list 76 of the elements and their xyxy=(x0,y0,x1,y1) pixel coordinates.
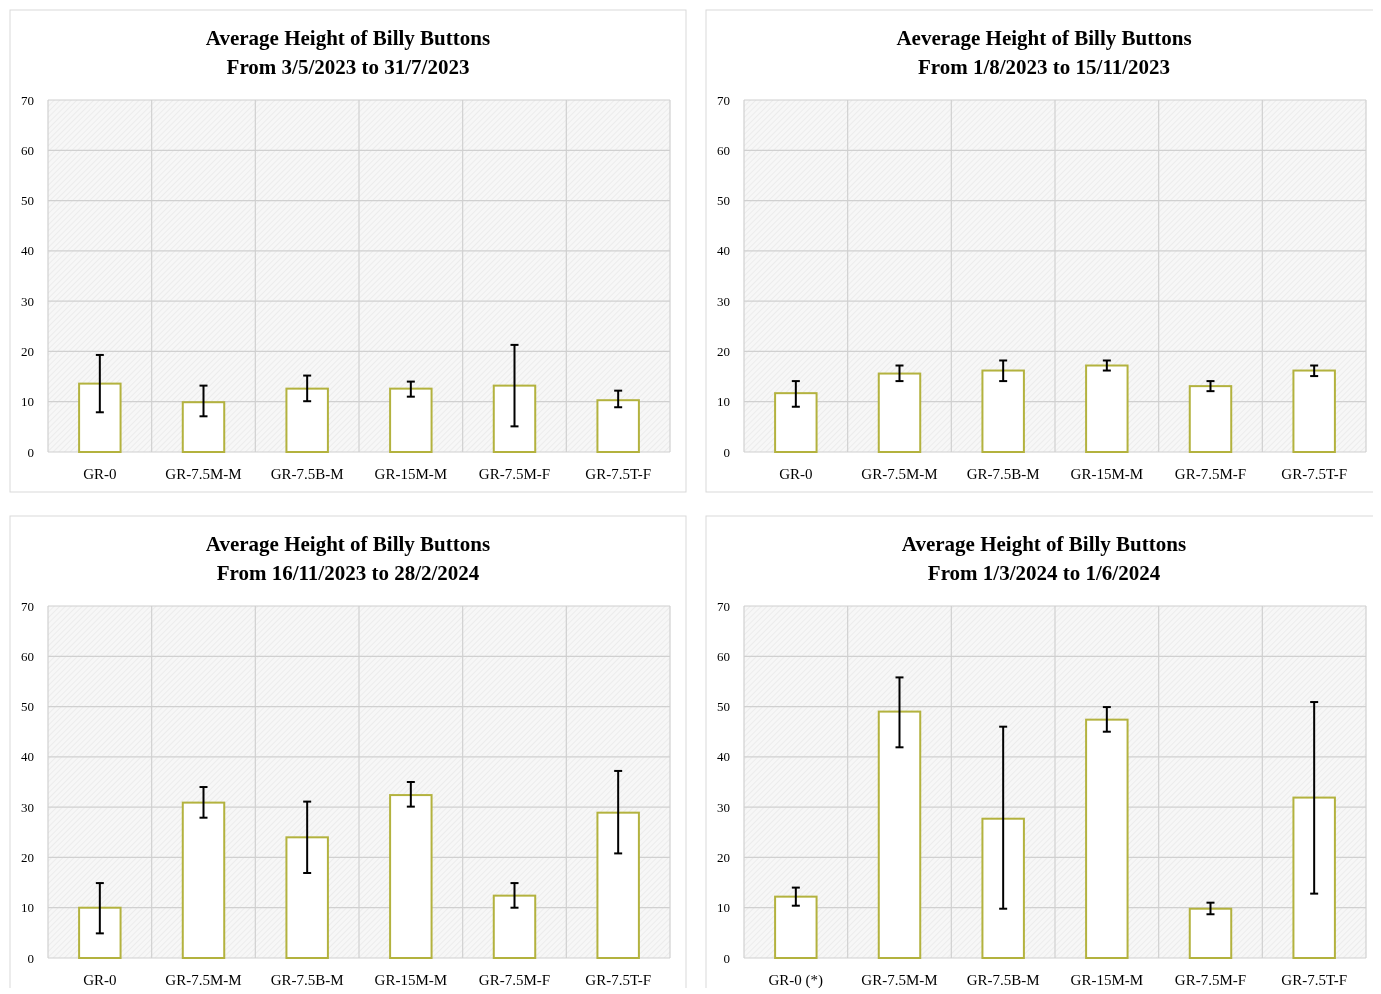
y-tick-label: 30 xyxy=(21,799,34,815)
bar xyxy=(78,906,122,959)
x-tick-label: GR-0 xyxy=(779,466,813,482)
y-tick-label: 60 xyxy=(717,648,730,664)
x-tick-label: GR-7.5M-F xyxy=(478,466,551,482)
bar xyxy=(1085,718,1129,959)
y-tick-label: 50 xyxy=(717,193,730,209)
x-tick-label: GR-15M-M xyxy=(374,466,448,482)
x-tick-label: GR-7.5B-M xyxy=(966,466,1040,482)
y-tick-label: 70 xyxy=(717,598,730,614)
x-tick-label: GR-7.5M-F xyxy=(1174,972,1247,988)
x-tick-label: GR-7.5B-M xyxy=(270,972,344,988)
x-tick-label: GR-15M-M xyxy=(1070,972,1144,988)
x-tick-label: GR-15M-M xyxy=(1070,466,1144,482)
bar xyxy=(877,710,922,959)
y-tick-label: 40 xyxy=(21,749,34,765)
y-tick-label: 0 xyxy=(27,444,34,460)
chart-subtitle: From 1/8/2023 to 15/11/2023 xyxy=(917,55,1171,79)
y-tick-label: 30 xyxy=(21,293,34,309)
y-tick-label: 60 xyxy=(717,142,730,158)
bar xyxy=(492,894,537,959)
y-tick-label: 60 xyxy=(21,142,34,158)
y-tick-label: 30 xyxy=(717,799,730,815)
y-tick-label: 20 xyxy=(21,849,34,865)
y-tick-label: 50 xyxy=(21,193,34,209)
y-tick-label: 50 xyxy=(717,699,730,715)
bar xyxy=(596,811,640,959)
x-tick-label: GR-7.5M-F xyxy=(1174,466,1247,482)
chart-subtitle: From 16/11/2023 to 28/2/2024 xyxy=(216,561,480,585)
chart-title: Aeverage Height of Billy Buttons xyxy=(896,26,1192,50)
y-tick-label: 20 xyxy=(717,343,730,359)
y-tick-label: 40 xyxy=(717,243,730,259)
x-tick-label: GR-7.5T-F xyxy=(1281,466,1348,482)
x-tick-label: GR-0 (*) xyxy=(768,972,824,989)
x-tick-label: GR-7.5M-M xyxy=(861,972,938,988)
x-tick-label: GR-15M-M xyxy=(374,972,448,988)
x-tick-label: GR-7.5M-M xyxy=(165,466,242,482)
chart-subtitle: From 3/5/2023 to 31/7/2023 xyxy=(226,55,470,79)
bar xyxy=(981,817,1025,959)
chart-title: Average Height of Billy Buttons xyxy=(205,26,491,50)
y-tick-label: 10 xyxy=(717,394,730,410)
x-tick-label: GR-7.5M-M xyxy=(861,466,938,482)
x-tick-label: GR-7.5B-M xyxy=(270,466,344,482)
y-tick-label: 50 xyxy=(21,699,34,715)
y-tick-label: 10 xyxy=(21,394,34,410)
x-tick-label: GR-0 xyxy=(83,466,117,482)
y-tick-label: 20 xyxy=(21,343,34,359)
chart-title: Average Height of Billy Buttons xyxy=(901,532,1187,556)
y-tick-label: 70 xyxy=(717,92,730,108)
y-tick-label: 0 xyxy=(723,950,730,966)
y-tick-label: 0 xyxy=(723,444,730,460)
y-tick-label: 60 xyxy=(21,648,34,664)
chart-title: Average Height of Billy Buttons xyxy=(205,532,491,556)
x-tick-label: GR-7.5T-F xyxy=(585,466,652,482)
y-tick-label: 30 xyxy=(717,293,730,309)
y-tick-label: 70 xyxy=(21,92,34,108)
x-tick-label: GR-7.5B-M xyxy=(966,972,1040,988)
x-tick-label: GR-0 xyxy=(83,972,117,988)
bar xyxy=(774,895,818,959)
y-tick-label: 40 xyxy=(717,749,730,765)
x-tick-label: GR-7.5M-M xyxy=(165,972,242,988)
y-tick-label: 70 xyxy=(21,598,34,614)
bar xyxy=(285,836,329,959)
chart-subtitle: From 1/3/2024 to 1/6/2024 xyxy=(927,561,1161,585)
bar xyxy=(1188,907,1233,959)
x-tick-label: GR-7.5T-F xyxy=(1281,972,1348,988)
bar xyxy=(1292,796,1336,959)
y-tick-label: 10 xyxy=(21,900,34,916)
bar xyxy=(389,794,433,959)
y-tick-label: 10 xyxy=(717,900,730,916)
x-tick-label: GR-7.5T-F xyxy=(585,972,652,988)
x-tick-label: GR-7.5M-F xyxy=(478,972,551,988)
y-tick-label: 40 xyxy=(21,243,34,259)
bar xyxy=(181,801,226,959)
y-tick-label: 0 xyxy=(27,950,34,966)
y-tick-label: 20 xyxy=(717,849,730,865)
